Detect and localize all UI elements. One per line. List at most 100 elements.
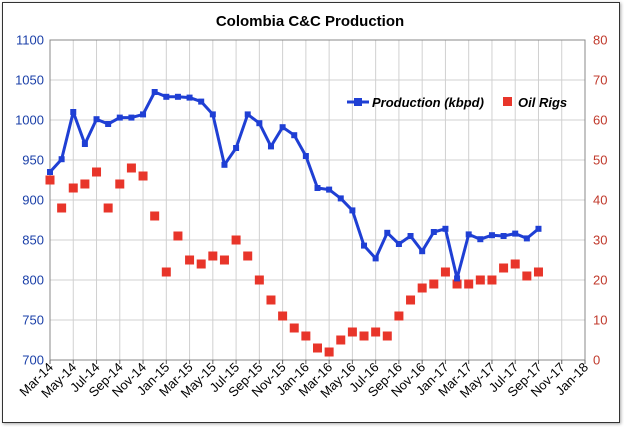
oil-rigs-point — [289, 323, 299, 333]
oil-rigs-point — [464, 279, 474, 289]
oil-rigs-point — [92, 167, 102, 177]
oil-rigs-point — [278, 311, 288, 321]
y-left-tick-label: 700 — [22, 353, 44, 368]
production-point — [407, 233, 414, 239]
production-point — [233, 145, 240, 151]
production-point — [302, 153, 309, 159]
oil-rigs-point — [254, 275, 264, 285]
plot-border — [49, 39, 586, 361]
production-point — [267, 143, 274, 150]
production-point — [512, 230, 519, 237]
y-left-tick-label: 1000 — [15, 113, 44, 128]
production-point — [209, 111, 216, 118]
oil-rigs-point — [429, 279, 439, 289]
production-point — [361, 242, 368, 249]
y-right-tick-label: 0 — [593, 353, 600, 368]
legend: Production (kbpd) Oil Rigs — [347, 95, 567, 110]
oil-rigs-point — [138, 171, 148, 181]
oil-rigs-point — [347, 327, 357, 337]
production-point — [326, 186, 333, 193]
oil-rigs-point — [336, 335, 346, 345]
oil-rigs-point — [533, 267, 543, 277]
production-point — [128, 114, 135, 121]
oil-rigs-point — [440, 267, 450, 277]
production-point — [256, 120, 263, 127]
oil-rigs-point — [45, 175, 55, 185]
grid — [49, 39, 586, 361]
y-right-tick-label: 40 — [593, 193, 607, 208]
chart-title: Colombia C&C Production — [216, 13, 404, 30]
oil-rigs-point — [475, 275, 485, 285]
production-point — [140, 111, 147, 118]
production-point — [314, 185, 321, 191]
oil-rigs-point — [115, 179, 125, 189]
production-point — [93, 116, 100, 123]
production-point — [70, 109, 77, 115]
production-point — [523, 235, 530, 242]
y-right-tick-label: 60 — [593, 113, 607, 128]
production-point — [116, 114, 123, 121]
production-point — [221, 161, 228, 168]
oil-rigs-point — [371, 327, 381, 337]
y-right-tick-label: 10 — [593, 313, 607, 328]
oil-rigs-point — [231, 235, 241, 245]
oil-rigs-point — [208, 251, 218, 261]
production-point — [349, 207, 356, 214]
production-point — [419, 248, 426, 255]
oil-rigs-point — [150, 211, 160, 221]
y-left-tick-label: 950 — [22, 153, 44, 168]
production-point — [465, 231, 472, 238]
y-axis-right: 0 10 20 30 40 50 60 70 80 — [593, 33, 607, 368]
oil-rigs-point — [382, 331, 392, 341]
oil-rigs-point — [57, 203, 67, 213]
legend-oil-rigs-marker — [503, 97, 512, 106]
oil-rigs-point — [452, 279, 462, 289]
production-point — [477, 236, 484, 243]
y-left-tick-label: 900 — [22, 193, 44, 208]
production-series — [47, 89, 542, 282]
oil-rigs-point — [243, 251, 253, 261]
production-point — [372, 255, 379, 262]
y-left-tick-label: 750 — [22, 313, 44, 328]
production-point — [384, 229, 391, 236]
oil-rigs-point — [499, 263, 509, 273]
oil-rigs-point — [313, 343, 322, 353]
oil-rigs-point — [359, 331, 369, 341]
production-point — [244, 111, 251, 118]
production-point — [198, 98, 205, 105]
oil-rigs-point — [266, 295, 276, 305]
y-right-tick-label: 50 — [593, 153, 607, 168]
production-point — [337, 195, 344, 202]
production-point — [163, 93, 170, 100]
oil-rigs-point — [185, 255, 195, 265]
production-point — [151, 89, 158, 95]
production-point — [535, 225, 542, 232]
y-right-tick-label: 30 — [593, 233, 607, 248]
oil-rigs-point — [68, 183, 78, 193]
oil-rigs-series — [45, 163, 543, 357]
oil-rigs-point — [522, 271, 532, 281]
oil-rigs-point — [510, 259, 520, 269]
production-point — [395, 241, 402, 247]
oil-rigs-point — [487, 275, 497, 285]
y-right-tick-label: 20 — [593, 273, 607, 288]
oil-rigs-point — [103, 203, 113, 213]
y-axis-left: 700 750 800 850 900 950 1000 1050 1100 — [15, 33, 44, 368]
legend-production-label: Production (kbpd) — [372, 95, 484, 110]
production-point — [58, 156, 65, 163]
oil-rigs-point — [126, 163, 136, 173]
production-point — [81, 141, 88, 147]
production-point — [442, 225, 449, 232]
production-point — [500, 233, 507, 239]
production-point — [279, 124, 286, 131]
oil-rigs-point — [324, 347, 334, 357]
oil-rigs-point — [394, 311, 404, 321]
production-point — [430, 229, 437, 235]
y-left-tick-label: 1100 — [16, 33, 44, 48]
production-point — [488, 232, 495, 239]
production-point — [186, 94, 193, 101]
legend-production-marker — [354, 98, 362, 106]
production-point — [174, 93, 181, 100]
oil-rigs-point — [219, 255, 229, 265]
